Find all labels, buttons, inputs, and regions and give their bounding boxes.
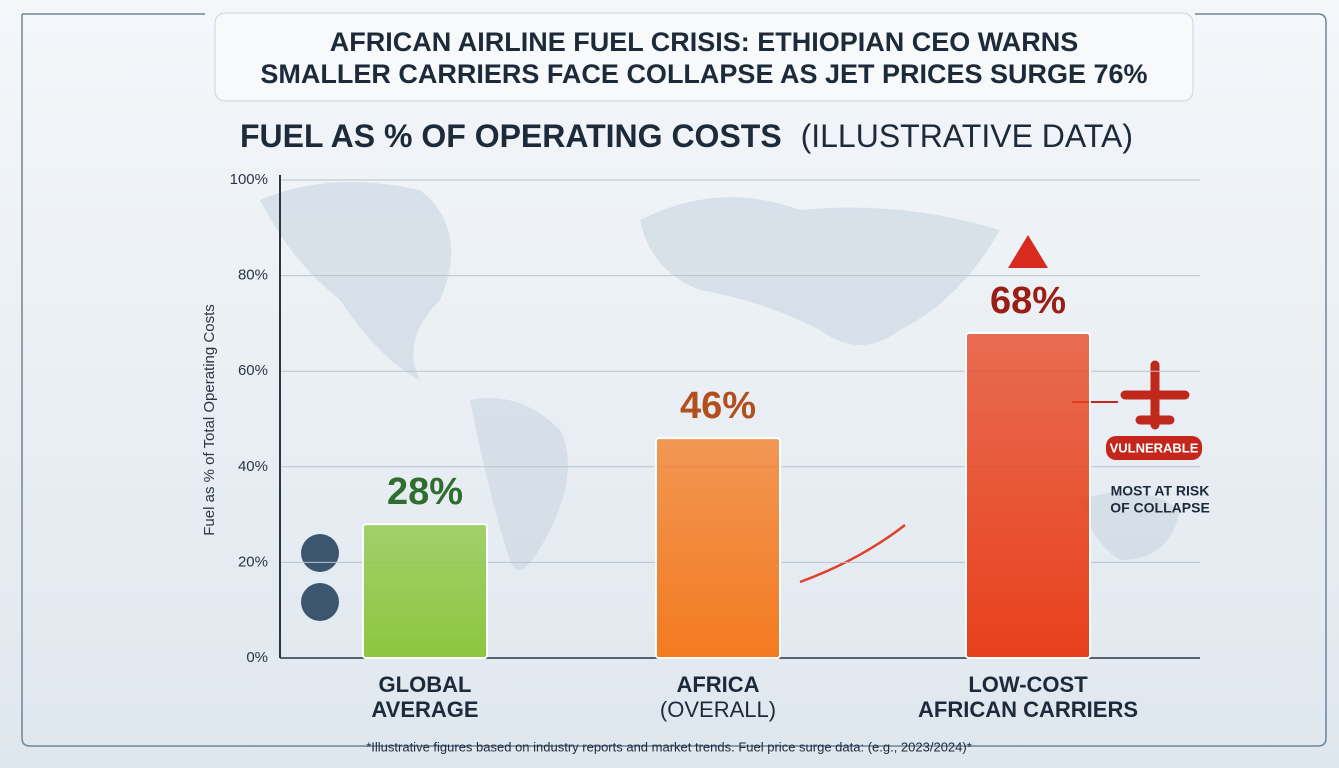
y-tick-label: 60% xyxy=(238,362,268,379)
subtitle-note: (ILLUSTRATIVE DATA) xyxy=(801,118,1133,154)
plane-icon xyxy=(1120,360,1190,430)
frame xyxy=(21,13,1327,747)
bar xyxy=(362,523,488,659)
footnote: *Illustrative figures based on industry … xyxy=(366,739,972,754)
value-label: 46% xyxy=(680,385,756,427)
x-tick-label: AFRICA xyxy=(676,672,759,697)
value-label: 28% xyxy=(387,471,463,513)
warning-icon xyxy=(1008,235,1048,268)
bar xyxy=(655,437,781,659)
icon xyxy=(301,534,339,572)
title-line: AFRICAN AIRLINE FUEL CRISIS: ETHIOPIAN C… xyxy=(330,27,1079,57)
y-tick-label: 100% xyxy=(230,171,268,188)
arrow xyxy=(799,524,906,584)
y-tick-label: 0% xyxy=(246,649,268,666)
y-tick-label: 40% xyxy=(238,458,268,475)
x-tick-label: AFRICAN CARRIERS xyxy=(918,697,1138,722)
subtitle-group: FUEL AS % OF OPERATING COSTS (ILLUSTRATI… xyxy=(240,118,1133,154)
subtitle: FUEL AS % OF OPERATING COSTS xyxy=(240,118,782,154)
title-line: SMALLER CARRIERS FACE COLLAPSE AS JET PR… xyxy=(260,59,1147,89)
value-label: 68% xyxy=(990,280,1066,322)
risk-text: OF COLLAPSE xyxy=(1110,500,1210,516)
icon xyxy=(301,583,339,621)
title-box xyxy=(214,12,1194,102)
y-tick-label: 80% xyxy=(238,267,268,284)
x-tick-label: AVERAGE xyxy=(371,697,478,722)
badge-box xyxy=(1106,436,1202,460)
x-tick-label: LOW-COST xyxy=(968,672,1088,697)
y-tick-label: 20% xyxy=(238,553,268,570)
world-map xyxy=(260,182,1180,570)
x-tick-label: (OVERALL) xyxy=(660,697,776,722)
risk-text: MOST AT RISK xyxy=(1111,483,1210,499)
x-tick-label: GLOBAL xyxy=(379,672,472,697)
y-axis-label: Fuel as % of Total Operating Costs xyxy=(201,304,218,536)
bar xyxy=(965,331,1091,659)
badge-text: VULNERABLE xyxy=(1110,440,1199,455)
